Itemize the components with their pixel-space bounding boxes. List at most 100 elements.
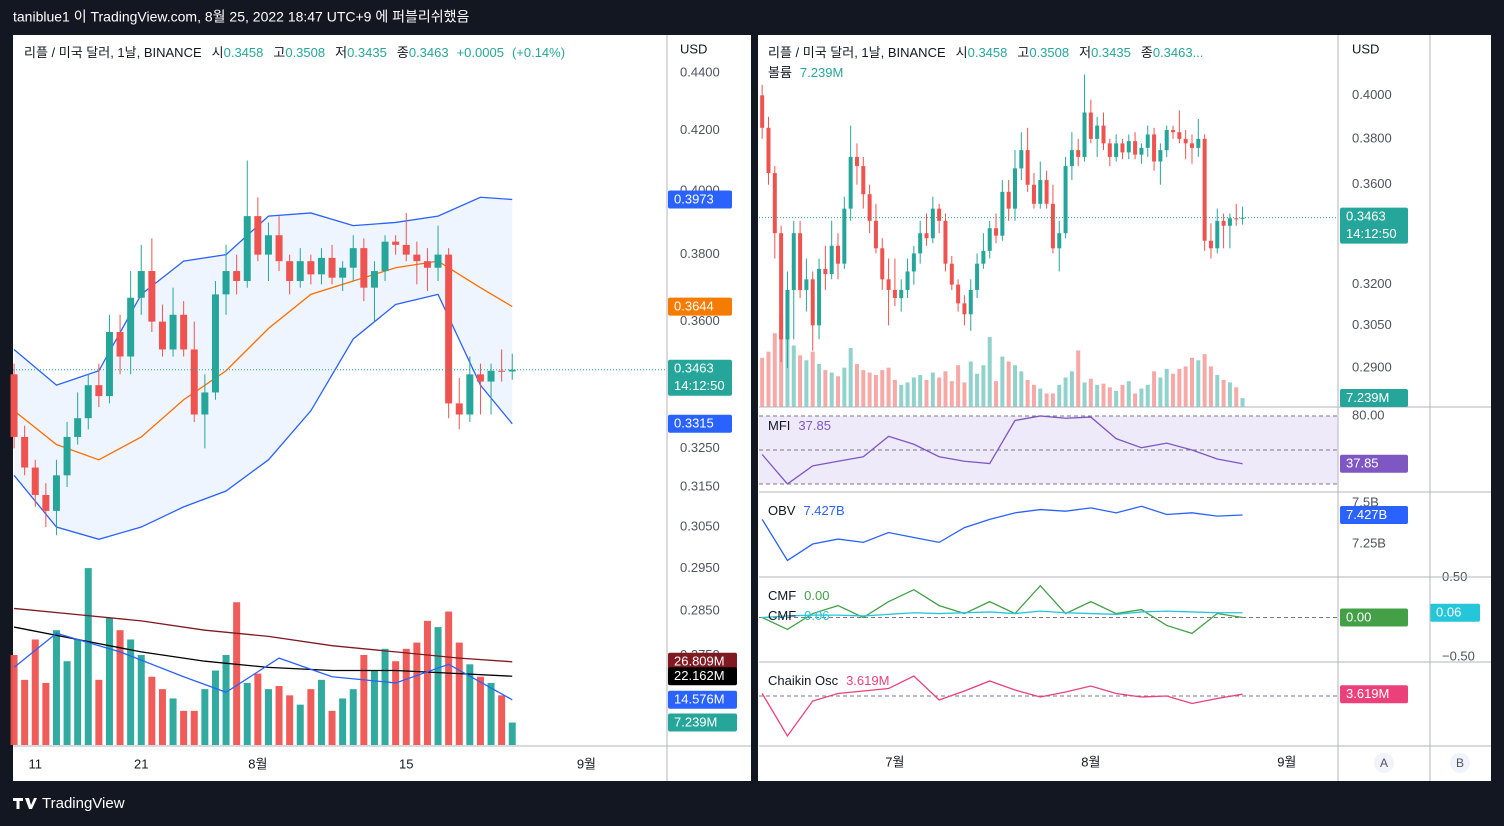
pane-name: CMF <box>768 608 796 623</box>
price-badge <box>668 652 737 671</box>
currency: USD <box>680 41 707 56</box>
candle-body <box>962 303 967 315</box>
candle-body <box>1145 134 1150 148</box>
volume-bar <box>370 670 378 745</box>
candle-body <box>116 331 124 357</box>
candle-body <box>886 279 891 290</box>
candle-body <box>1107 143 1112 157</box>
volume-bar <box>317 679 325 745</box>
candle-body <box>1019 150 1024 169</box>
indicator-line <box>762 610 1243 619</box>
candle-body <box>275 235 283 262</box>
volume-bar <box>307 689 315 745</box>
legend-title: 리플 / 미국 달러, 1날, BINANCE <box>768 45 946 60</box>
volume-bar <box>1019 371 1024 407</box>
candle-body <box>148 271 156 322</box>
axis-button[interactable] <box>1450 753 1470 773</box>
volume-bar <box>137 655 145 745</box>
candle-body <box>254 216 262 255</box>
volume-bar <box>1082 382 1087 407</box>
volume-bar <box>1152 371 1157 407</box>
volume-bar <box>286 695 294 745</box>
axis-button-label: A <box>1380 756 1388 770</box>
candle-body <box>854 156 859 167</box>
y-tick-label: 0.2950 <box>680 560 720 575</box>
badge-label: 37.85 <box>1346 456 1379 471</box>
legend-key: 저 <box>1079 45 1091 60</box>
candle-body <box>791 233 796 290</box>
candle-body <box>455 403 463 415</box>
candle-body <box>10 374 18 437</box>
volume-bar <box>1145 384 1150 407</box>
volume-bar <box>42 682 50 745</box>
y-tick-label: 0.4200 <box>680 122 720 137</box>
candle-body <box>52 475 60 511</box>
volume-bar <box>1038 388 1043 407</box>
candle-body <box>949 263 954 285</box>
candle-body <box>1215 220 1220 249</box>
legend-value: 0.3458 <box>968 45 1008 60</box>
badge-label: 7.239M <box>1346 390 1389 405</box>
volume-bar <box>423 620 431 745</box>
volume-bar <box>498 695 506 745</box>
logo: TradingView <box>13 795 125 812</box>
candle-body <box>804 279 809 290</box>
volume-bar <box>1221 379 1226 407</box>
volume-bar <box>1006 361 1011 407</box>
pane-value: 0.00 <box>804 588 829 603</box>
candle-body <box>158 321 166 350</box>
volume-bar <box>402 648 410 745</box>
candle-body <box>1177 132 1182 139</box>
candle-body <box>105 331 113 397</box>
x-tick-label: 9월 <box>577 756 596 771</box>
candle-body <box>1044 180 1049 204</box>
candle-body <box>1069 150 1074 167</box>
brand: TradingView <box>42 795 125 812</box>
volume-bar <box>392 661 400 745</box>
x-tick-label: 8월 <box>1081 754 1100 769</box>
axis-button[interactable] <box>1374 753 1394 773</box>
band-fill <box>14 197 513 540</box>
candle-body <box>1095 125 1100 139</box>
candle-body <box>466 374 474 415</box>
volume-bar <box>233 602 241 745</box>
volume-bar <box>1107 387 1112 407</box>
volume-bar <box>975 373 980 407</box>
volume-ma <box>13 632 513 701</box>
candle-body <box>487 370 495 382</box>
pane-value: 7.427B <box>803 503 844 518</box>
candle-body <box>1189 143 1194 148</box>
volume-bar <box>211 670 219 745</box>
candle-body <box>987 228 992 251</box>
candle-body <box>180 314 188 350</box>
candle-body <box>981 250 986 264</box>
legend: 리플 / 미국 달러, 1날, BINANCE 시0.3458 고0.3508 저0.… <box>24 45 565 60</box>
y-tick-label: 0.3150 <box>680 479 720 494</box>
y-tick-label: 7.25B <box>1352 535 1386 550</box>
candle-body <box>975 263 980 290</box>
candle-body <box>817 268 822 326</box>
volume-bar <box>1208 366 1213 407</box>
candle-body <box>1227 218 1232 226</box>
x-tick-label: 15 <box>399 756 413 771</box>
volume-bar <box>1183 366 1188 407</box>
volume-bar <box>949 381 954 407</box>
pane-value: 37.85 <box>798 418 831 433</box>
candle-body <box>317 257 325 275</box>
candle-body <box>42 494 50 511</box>
candle-body <box>211 294 219 393</box>
candle-body <box>994 228 999 236</box>
candle-body <box>222 271 230 295</box>
legend-value: 0.3458 <box>224 45 264 60</box>
volume-bar <box>1126 381 1131 407</box>
volume-bar <box>817 363 822 407</box>
badge-label: 0.3644 <box>674 299 714 314</box>
candle-body <box>1063 166 1068 234</box>
y-tick-label: 0.3600 <box>1352 176 1392 191</box>
pane-name: CMF <box>768 588 796 603</box>
legend-key: 고 <box>1017 45 1029 60</box>
candle-body <box>1152 134 1157 162</box>
candle-body <box>1171 129 1176 133</box>
pane-name: OBV <box>768 503 796 518</box>
volume-bar <box>1012 365 1017 407</box>
